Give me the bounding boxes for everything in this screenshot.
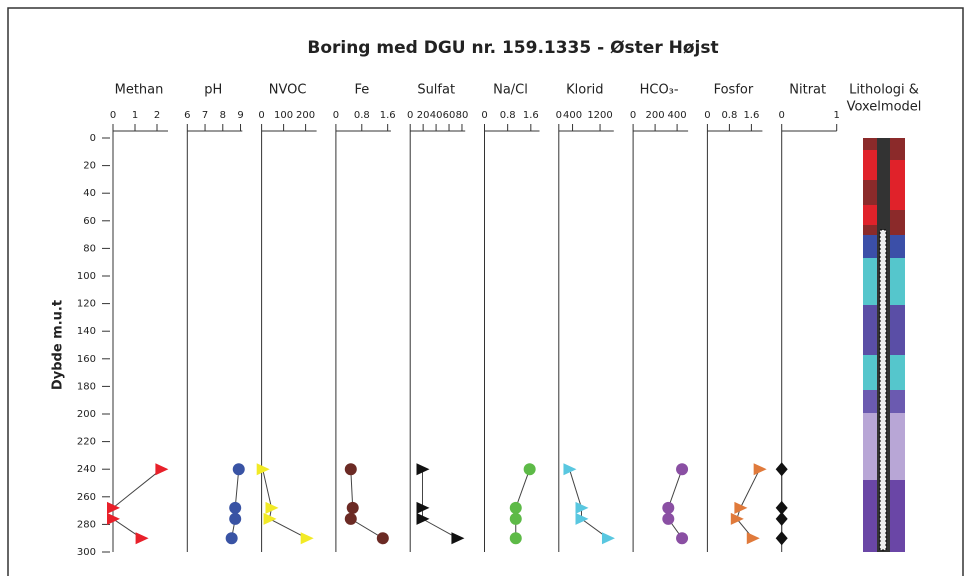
data-point: [734, 502, 747, 514]
x-tick-label: 7: [202, 110, 208, 121]
lithology-label: Voxelmodel: [847, 100, 922, 115]
y-axis-label: Dybde m.u.t: [51, 300, 66, 390]
data-point: [524, 463, 536, 475]
data-point: [229, 502, 241, 514]
data-point: [662, 502, 674, 514]
x-tick-label: 0: [704, 110, 710, 121]
panel-title: Klorid: [566, 83, 603, 98]
panel-title: Fe: [355, 83, 370, 98]
y-tick-label: 220: [77, 437, 96, 448]
data-point: [229, 513, 241, 525]
lithology-column: [863, 138, 905, 552]
x-tick-label: 80: [456, 110, 469, 121]
data-point: [602, 532, 615, 544]
x-tick-label: 0.8: [721, 110, 737, 121]
y-tick-label: 20: [83, 161, 96, 172]
x-tick-label: 100: [274, 110, 293, 121]
y-tick-label: 40: [83, 188, 96, 199]
data-point: [226, 532, 238, 544]
data-point: [301, 532, 314, 544]
panel-title: HCO₃-: [640, 83, 679, 98]
data-point: [345, 513, 357, 525]
y-tick-label: 140: [77, 326, 96, 337]
data-point: [662, 513, 674, 525]
panel-title: NVOC: [269, 83, 307, 98]
profile-line: [569, 469, 608, 538]
x-tick-label: 8: [220, 110, 226, 121]
x-tick-label: 0: [630, 110, 636, 121]
x-tick-label: 0.8: [354, 110, 370, 121]
data-point: [747, 532, 760, 544]
x-tick-label: 400: [668, 110, 687, 121]
chart: Boring med DGU nr. 159.1335 - Øster Højs…: [0, 0, 971, 576]
x-tick-label: 2: [154, 110, 160, 121]
data-point: [510, 502, 522, 514]
data-point: [510, 532, 522, 544]
y-tick-label: 60: [83, 216, 96, 227]
x-tick-label: 20: [417, 110, 430, 121]
data-point: [776, 512, 788, 526]
data-point: [563, 463, 576, 475]
y-tick-label: 200: [77, 409, 96, 420]
y-tick-label: 180: [77, 381, 96, 392]
data-point: [347, 502, 359, 514]
profile-line: [113, 469, 161, 538]
y-tick-label: 0: [90, 133, 96, 144]
y-tick-label: 160: [77, 354, 96, 365]
y-tick-label: 300: [77, 547, 96, 558]
data-point: [510, 513, 522, 525]
y-tick-label: 260: [77, 492, 96, 503]
x-tick-label: 0: [333, 110, 339, 121]
y-tick-label: 100: [77, 271, 96, 282]
profile-line: [422, 469, 457, 538]
data-point: [731, 513, 744, 525]
x-tick-label: 1200: [587, 110, 612, 121]
profile-line: [737, 469, 760, 538]
x-tick-label: 400: [563, 110, 582, 121]
panel-title: Fosfor: [714, 83, 754, 98]
panel-title: Na/Cl: [493, 83, 528, 98]
x-tick-label: 1: [834, 110, 840, 121]
x-tick-label: 1: [132, 110, 138, 121]
data-point: [676, 463, 688, 475]
data-point: [377, 532, 389, 544]
data-point: [233, 463, 245, 475]
data-point: [776, 462, 788, 476]
chart-title: Boring med DGU nr. 159.1335 - Øster Højs…: [307, 38, 718, 58]
data-point: [136, 532, 149, 544]
x-tick-label: 0: [407, 110, 413, 121]
data-point: [776, 531, 788, 545]
x-tick-label: 60: [443, 110, 456, 121]
x-tick-label: 0: [258, 110, 264, 121]
x-tick-label: 40: [430, 110, 443, 121]
panel-title: pH: [204, 83, 222, 98]
y-tick-label: 120: [77, 299, 96, 310]
x-tick-label: 0: [779, 110, 785, 121]
x-tick-label: 6: [184, 110, 190, 121]
data-point: [155, 463, 168, 475]
panel-title: Nitrat: [789, 83, 826, 98]
y-tick-label: 240: [77, 464, 96, 475]
x-tick-label: 1.6: [523, 110, 539, 121]
panel-title: Methan: [115, 83, 164, 98]
data-point: [676, 532, 688, 544]
data-point: [451, 532, 464, 544]
panel-title: Sulfat: [417, 83, 455, 98]
x-tick-label: 0: [481, 110, 487, 121]
data-point: [754, 463, 767, 475]
x-tick-label: 0: [556, 110, 562, 121]
x-tick-label: 1.6: [380, 110, 396, 121]
x-tick-label: 0: [110, 110, 116, 121]
data-point: [345, 463, 357, 475]
y-tick-label: 280: [77, 519, 96, 530]
x-tick-label: 200: [296, 110, 315, 121]
x-tick-label: 9: [237, 110, 243, 121]
lithology-label: Lithologi &: [849, 83, 919, 98]
data-point: [266, 502, 279, 514]
x-tick-label: 1.6: [743, 110, 759, 121]
y-tick-label: 80: [83, 243, 96, 254]
x-tick-label: 0.8: [500, 110, 516, 121]
x-tick-label: 200: [646, 110, 665, 121]
